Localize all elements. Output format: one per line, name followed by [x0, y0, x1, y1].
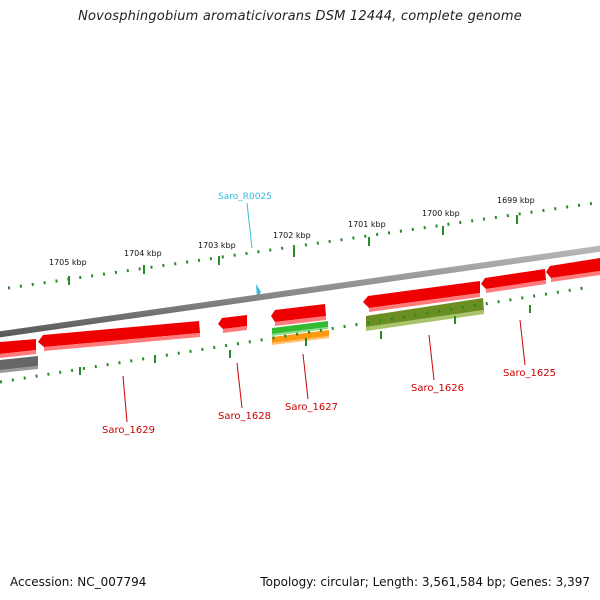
map-title: Novosphingobium aromaticivorans DSM 1244… — [78, 9, 522, 24]
feature-olive-bar-shadow — [366, 310, 484, 331]
feature-orange-bar[interactable] — [272, 330, 329, 343]
leader-saro-1625 — [519, 319, 526, 366]
rna-label-leader — [246, 202, 253, 249]
leader-saro-1629 — [122, 375, 128, 423]
gene-arrow-saro-1626-shadow — [369, 293, 480, 312]
accession-label: Accession: NC_007794 — [10, 575, 147, 589]
feature-orange-bar-shadow — [272, 336, 329, 345]
feature-track — [0, 298, 484, 373]
gene-arrow-right-edge[interactable] — [546, 258, 600, 278]
backbone-line — [0, 245, 600, 338]
gene-arrow-saro-1629[interactable] — [38, 321, 200, 347]
gene-arrow-right-edge-shadow — [551, 271, 600, 282]
gene-labels: Saro_1629 Saro_1628 Saro_1627 Saro_1626 … — [102, 368, 556, 436]
gene-arrow-saro-1626[interactable] — [363, 281, 480, 308]
scale-label: 1705 kbp — [49, 258, 87, 267]
gene-arrow-saro-1628-shadow — [223, 326, 247, 333]
leader-saro-1626 — [428, 334, 435, 381]
feature-olive-bar[interactable] — [366, 298, 484, 327]
outer-tick-track — [7, 201, 596, 290]
rna-marker-icon[interactable] — [256, 284, 261, 298]
scale-label: 1702 kbp — [273, 231, 311, 240]
feature-gray-bar-shadow — [0, 366, 38, 373]
gene-arrow-saro-1625[interactable] — [481, 269, 546, 289]
genome-backbone — [0, 245, 600, 338]
gene-arrow-saro-1625-shadow — [486, 280, 546, 293]
gene-label-saro-1625[interactable]: Saro_1625 — [503, 368, 556, 379]
genome-summary: Topology: circular; Length: 3,561,584 bp… — [260, 575, 590, 589]
gene-arrow-saro-1627[interactable] — [271, 304, 326, 322]
leader-saro-1627 — [302, 353, 309, 400]
scale-label: 1704 kbp — [124, 249, 162, 258]
gene-label-saro-1629[interactable]: Saro_1629 — [102, 425, 155, 436]
gene-arrow-left-edge-shadow — [0, 350, 36, 358]
gene-label-saro-1627[interactable]: Saro_1627 — [285, 402, 338, 413]
gene-arrow-saro-1628[interactable] — [218, 315, 247, 329]
gene-arrow-saro-1627-shadow — [275, 316, 326, 326]
feature-green-bar-shadow — [272, 327, 328, 336]
feature-gray-bar[interactable] — [0, 356, 38, 370]
gene-label-saro-1626[interactable]: Saro_1626 — [411, 383, 464, 394]
gene-arrow-left-edge[interactable] — [0, 339, 36, 354]
scale-label: 1699 kbp — [497, 196, 535, 205]
scale-label: 1703 kbp — [198, 241, 236, 250]
scale-labels: 1705 kbp 1704 kbp 1703 kbp 1702 kbp 1701… — [49, 196, 535, 267]
leader-saro-1628 — [236, 362, 243, 409]
gene-track — [0, 258, 600, 358]
gene-label-saro-1628[interactable]: Saro_1628 — [218, 411, 271, 422]
gene-arrow-saro-1629-shadow — [44, 333, 200, 351]
scale-label: 1701 kbp — [348, 220, 386, 229]
scale-label: 1700 kbp — [422, 209, 460, 218]
rna-label: Saro_R0025 — [218, 192, 272, 202]
inner-tick-track — [0, 285, 591, 384]
gene-label-leaders — [122, 319, 526, 423]
feature-green-bar[interactable] — [272, 321, 328, 334]
